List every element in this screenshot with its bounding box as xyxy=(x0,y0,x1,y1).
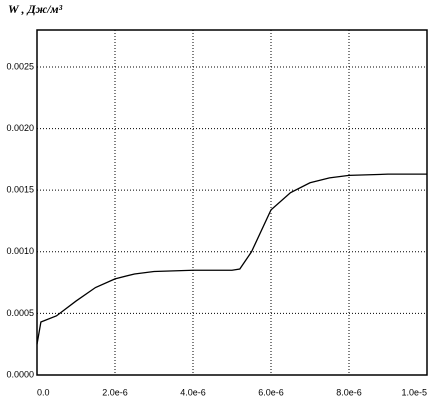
y-tick-label: 0.0015 xyxy=(6,185,34,195)
x-tick-label: 1.0e-5 xyxy=(401,387,427,397)
x-tick-label: 6.0e-6 xyxy=(258,387,284,397)
x-tick-label: 4.0e-6 xyxy=(180,387,206,397)
x-tick-label: 0.0 xyxy=(37,387,50,397)
data-line xyxy=(36,173,427,345)
x-tick-label: 8.0e-6 xyxy=(336,387,362,397)
y-tick-label: 0.0025 xyxy=(6,61,34,71)
y-tick-label: 0.0010 xyxy=(6,246,34,256)
y-tick-label: 0.0005 xyxy=(6,308,34,318)
plot-frame xyxy=(36,29,428,376)
x-tick-label: 2.0e-6 xyxy=(102,387,128,397)
chart-title: W , Дж/м³ xyxy=(8,2,63,16)
y-tick-label: 0.0000 xyxy=(6,369,34,379)
y-tick-label: 0.0020 xyxy=(6,123,34,133)
